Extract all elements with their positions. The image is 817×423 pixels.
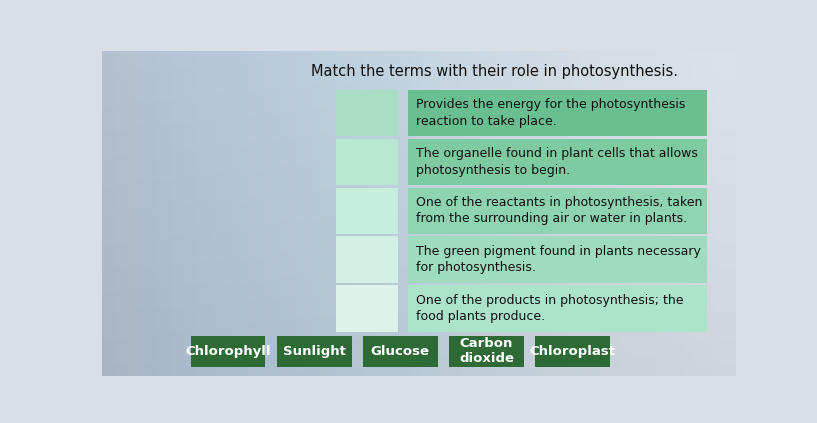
Text: The green pigment found in plants necessary
for photosynthesis.: The green pigment found in plants necess… [416, 245, 701, 274]
FancyBboxPatch shape [337, 285, 398, 332]
Text: One of the reactants in photosynthesis, taken
from the surrounding air or water : One of the reactants in photosynthesis, … [416, 196, 702, 225]
FancyBboxPatch shape [535, 336, 610, 367]
FancyBboxPatch shape [277, 336, 351, 367]
Text: Carbon
dioxide: Carbon dioxide [459, 337, 514, 365]
FancyBboxPatch shape [408, 139, 707, 185]
FancyBboxPatch shape [408, 285, 707, 332]
FancyBboxPatch shape [191, 336, 266, 367]
FancyBboxPatch shape [337, 236, 398, 283]
FancyBboxPatch shape [408, 236, 707, 283]
Text: The organelle found in plant cells that allows
photosynthesis to begin.: The organelle found in plant cells that … [416, 147, 698, 176]
FancyBboxPatch shape [449, 336, 524, 367]
FancyBboxPatch shape [408, 90, 707, 136]
Text: Chloroplast: Chloroplast [529, 345, 615, 358]
FancyBboxPatch shape [408, 187, 707, 234]
FancyBboxPatch shape [337, 187, 398, 234]
Text: Provides the energy for the photosynthesis
reaction to take place.: Provides the energy for the photosynthes… [416, 98, 685, 128]
Text: Glucose: Glucose [371, 345, 430, 358]
Text: Match the terms with their role in photosynthesis.: Match the terms with their role in photo… [311, 64, 678, 79]
Text: Chlorophyll: Chlorophyll [185, 345, 271, 358]
FancyBboxPatch shape [337, 90, 398, 136]
FancyBboxPatch shape [337, 139, 398, 185]
Text: Sunlight: Sunlight [283, 345, 346, 358]
FancyBboxPatch shape [363, 336, 438, 367]
Text: One of the products in photosynthesis; the
food plants produce.: One of the products in photosynthesis; t… [416, 294, 683, 323]
